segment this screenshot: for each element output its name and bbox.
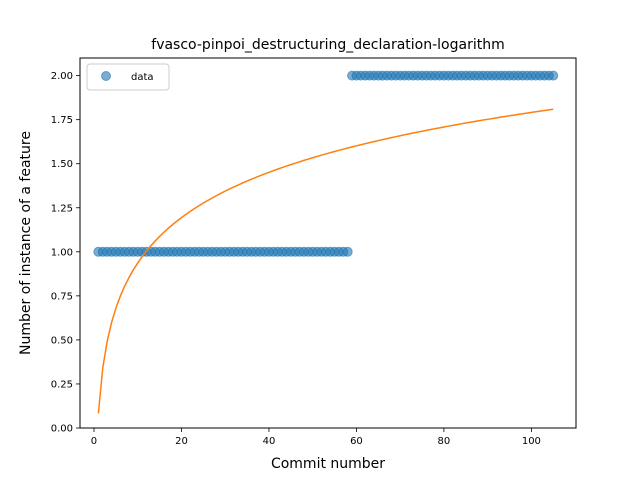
data-points [93, 70, 559, 257]
legend-marker-data [101, 71, 111, 81]
x-tick-label: 100 [522, 436, 541, 447]
y-tick-label: 0.50 [51, 335, 73, 346]
x-tick-label: 20 [175, 436, 188, 447]
y-axis: 0.00 0.25 0.50 0.75 1.00 1.25 1.50 1.75 2.00 [51, 71, 80, 435]
chart-title: fvasco-pinpoi_destructuring_declaration-… [151, 37, 504, 53]
x-tick-label: 40 [263, 436, 276, 447]
legend: data [86, 63, 170, 91]
x-axis: 0 20 40 60 80 100 [91, 428, 541, 447]
legend-label-data: data [131, 72, 154, 83]
y-axis-label: Number of instance of a feature [18, 131, 34, 355]
x-tick-label: 80 [438, 436, 451, 447]
fit-line [97, 108, 554, 414]
x-tick-label: 0 [91, 436, 97, 447]
y-tick-label: 1.50 [51, 159, 73, 170]
x-axis-label: Commit number [271, 456, 385, 472]
fit-line-path [97, 108, 554, 414]
legend-box [86, 63, 170, 91]
y-tick-label: 0.00 [51, 424, 73, 435]
y-tick-label: 1.25 [51, 203, 73, 214]
x-tick-label: 60 [350, 436, 363, 447]
y-tick-label: 1.00 [51, 247, 73, 258]
y-tick-label: 1.75 [51, 115, 73, 126]
y-tick-label: 2.00 [51, 71, 73, 82]
data-point [548, 70, 559, 81]
plot-area-frame [79, 57, 577, 429]
data-point [342, 246, 353, 257]
y-tick-label: 0.75 [51, 291, 73, 302]
y-tick-label: 0.25 [51, 379, 73, 390]
